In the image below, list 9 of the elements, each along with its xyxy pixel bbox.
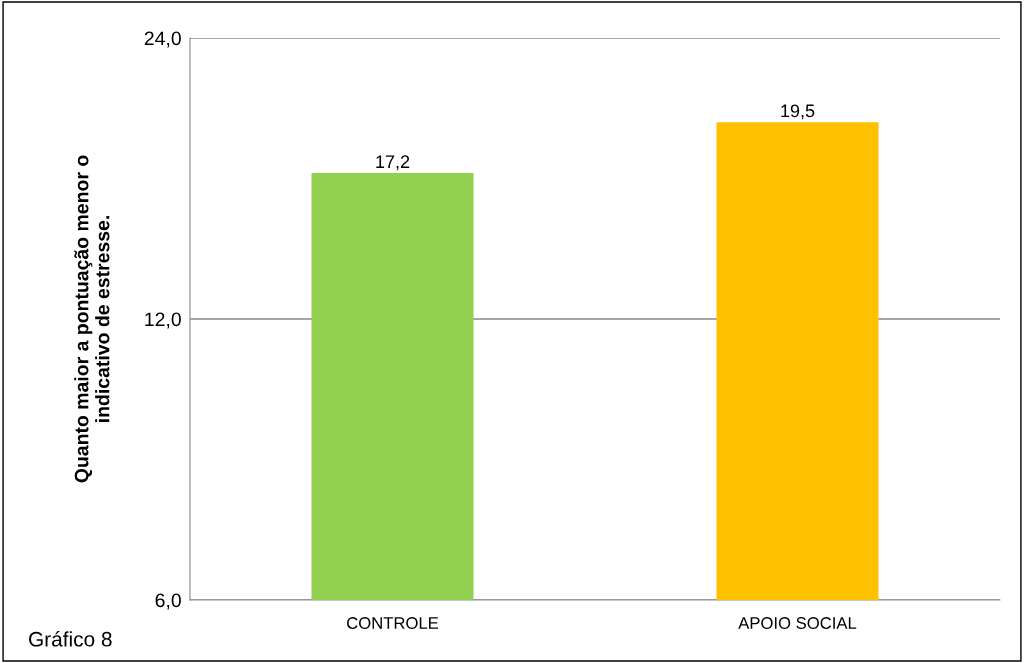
text: Gráfico 8 — [29, 631, 112, 647]
y-tick-label: 12,0 — [145, 312, 181, 329]
x-tick-label: APOIO SOCIAL — [738, 617, 857, 629]
data-label: 19,5 — [781, 104, 815, 120]
y-tick-label: 24,0 — [144, 31, 181, 48]
y-axis-title: Quanto maior a pontuação menor o indicativo de estresse. — [74, 155, 110, 483]
y-tick-label: 6,0 — [155, 593, 181, 610]
data-label: 17,2 — [376, 155, 410, 171]
x-tick-label: CONTROLE — [347, 617, 439, 629]
